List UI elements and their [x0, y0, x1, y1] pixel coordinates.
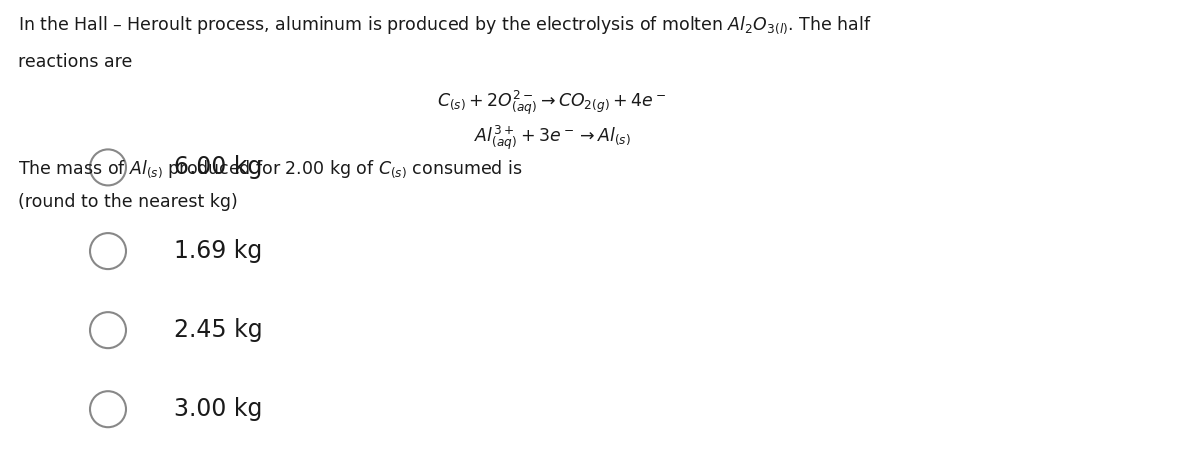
Text: 1.69 kg: 1.69 kg: [174, 239, 263, 263]
Text: $Al^{3+}_{(aq)} + 3e^- \rightarrow Al_{(s)}$: $Al^{3+}_{(aq)} + 3e^- \rightarrow Al_{(…: [474, 123, 630, 152]
Text: The mass of $Al_{(s)}$ produced for 2.00 kg of $C_{(s)}$ consumed is: The mass of $Al_{(s)}$ produced for 2.00…: [18, 158, 522, 179]
Text: $C_{(s)} + 2O^{2-}_{(aq)} \rightarrow CO_{2(g)} + 4e^-$: $C_{(s)} + 2O^{2-}_{(aq)} \rightarrow CO…: [437, 88, 667, 117]
Text: 6.00 kg: 6.00 kg: [174, 155, 263, 179]
Text: 2.45 kg: 2.45 kg: [174, 318, 263, 342]
Text: reactions are: reactions are: [18, 53, 132, 72]
Text: 3.00 kg: 3.00 kg: [174, 397, 263, 421]
Text: In the Hall – Heroult process, aluminum is produced by the electrolysis of molte: In the Hall – Heroult process, aluminum …: [18, 14, 871, 35]
Text: (round to the nearest kg): (round to the nearest kg): [18, 193, 238, 211]
